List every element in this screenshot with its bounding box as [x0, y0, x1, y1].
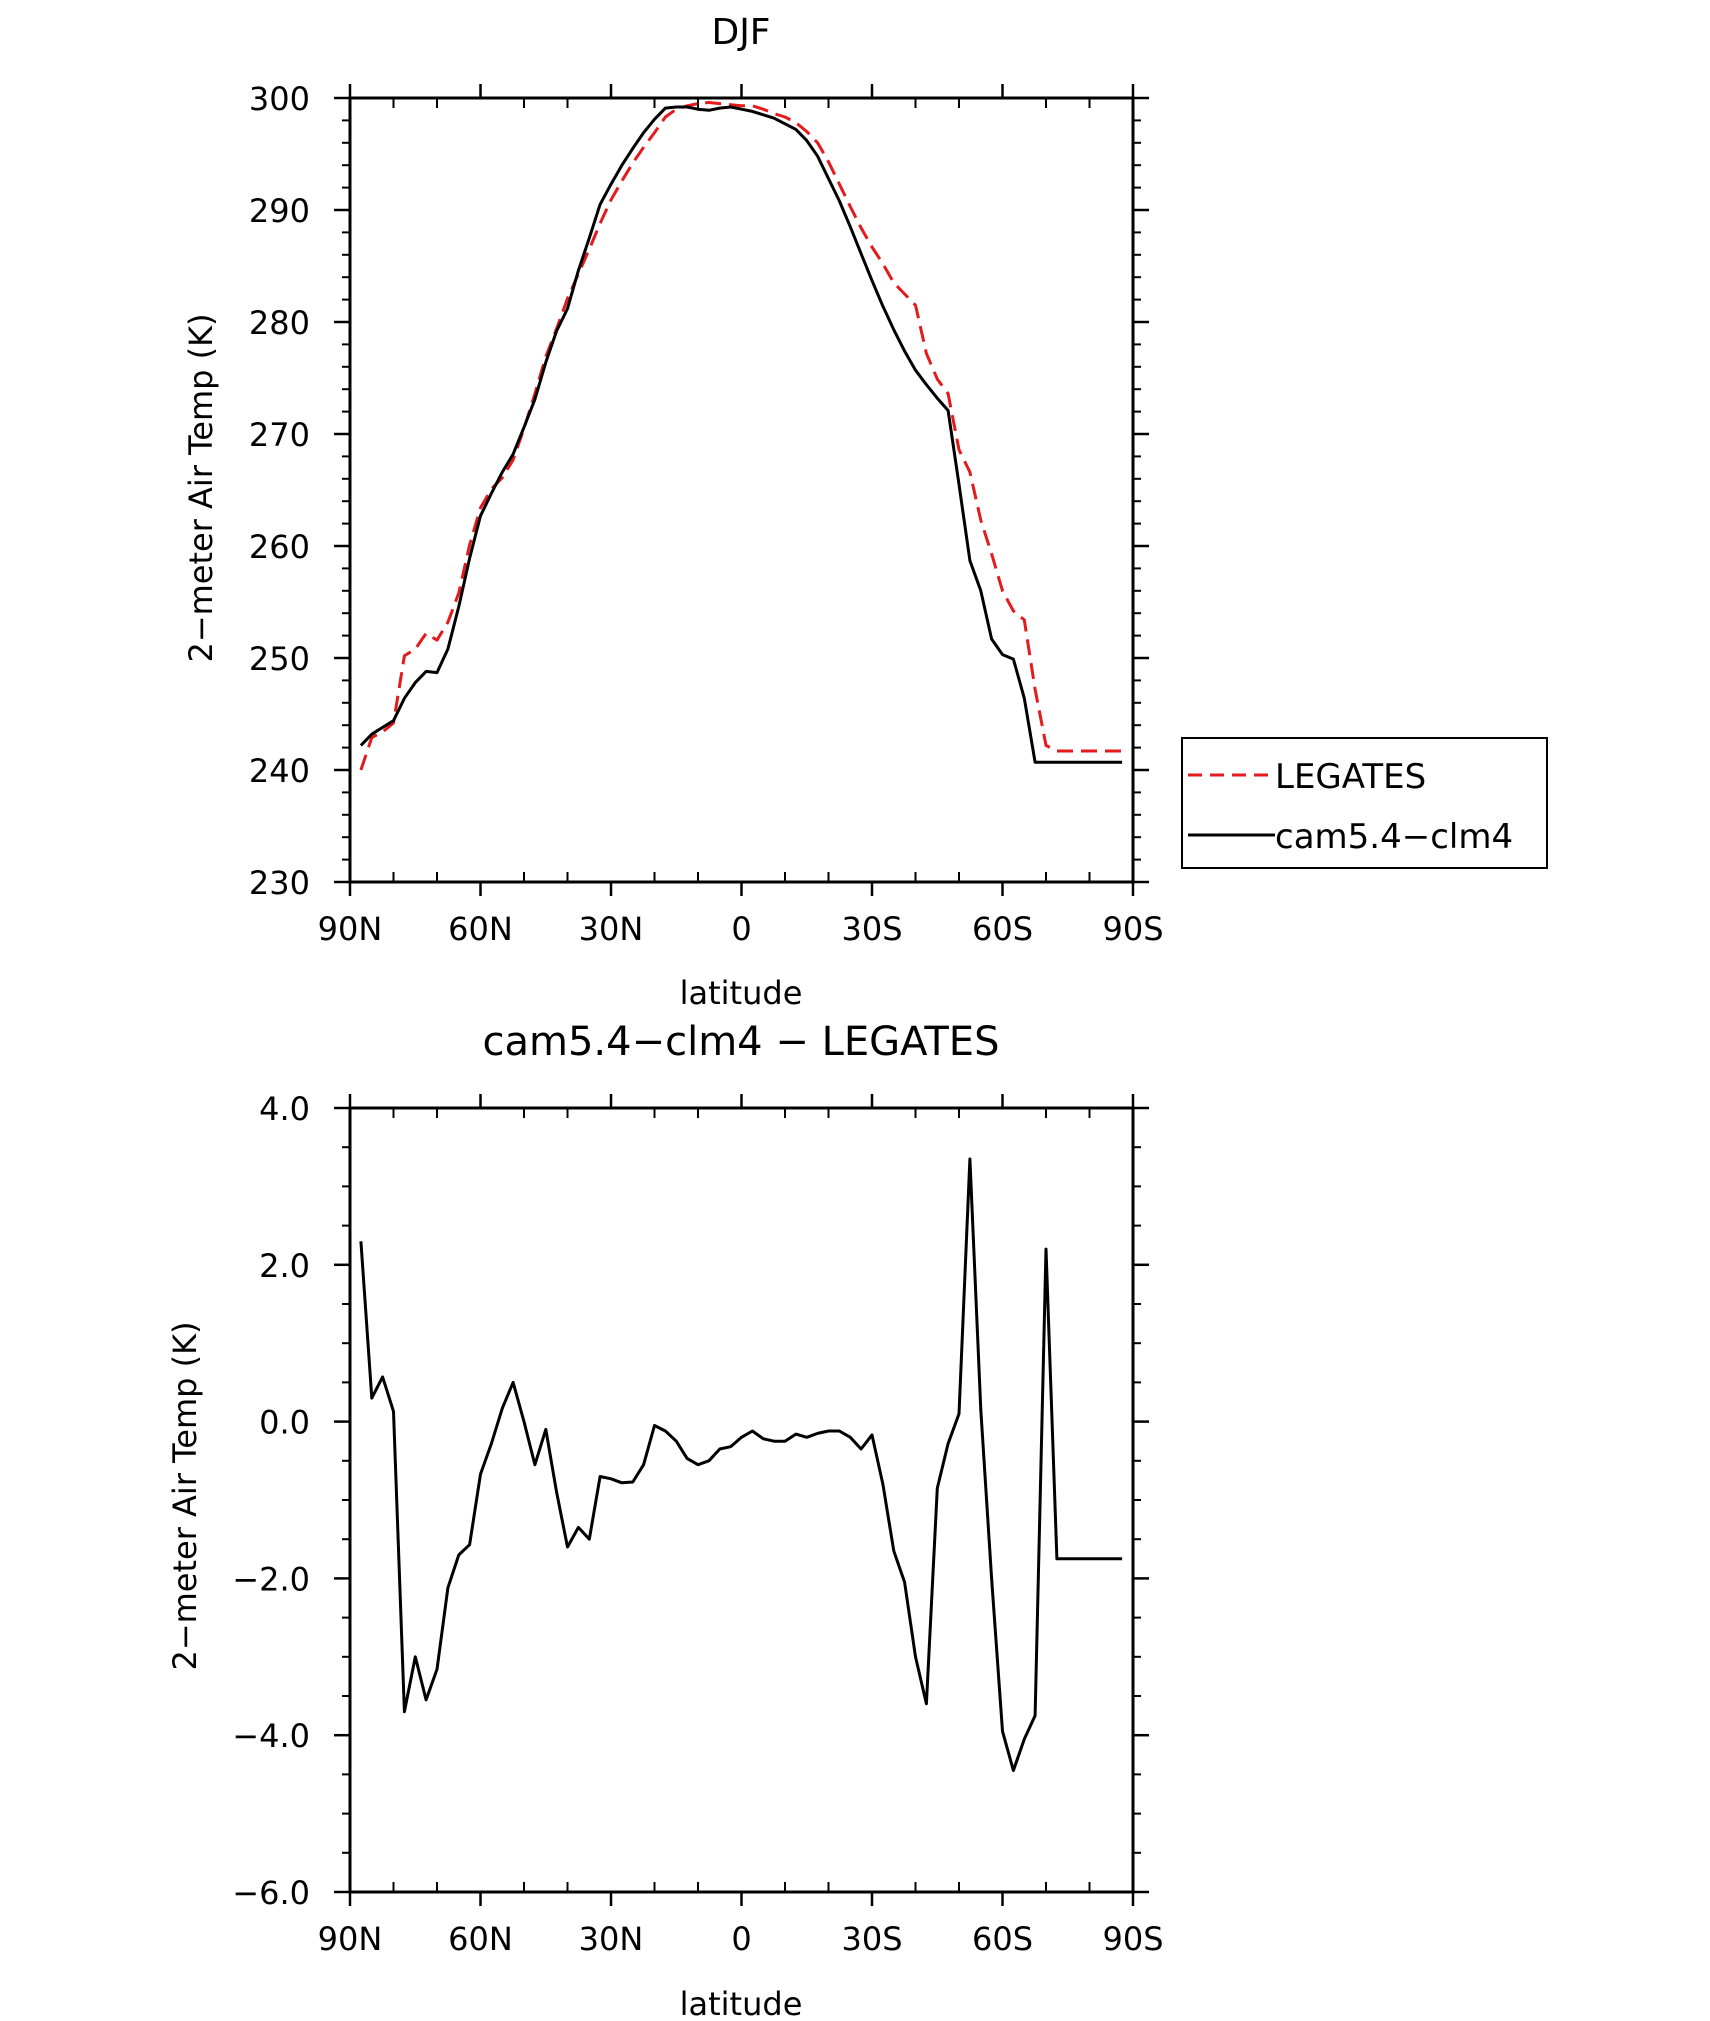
panel1-plot-area: 90N 60N 30N 0 30S 60S 90S 230 240 250 260 270 280 290… [249, 80, 1164, 948]
y-tick-label: −6.0 [232, 1874, 310, 1912]
x-tick-label: 90S [1102, 910, 1163, 948]
y-tick-label: 260 [249, 528, 310, 566]
y-tick-label: 2.0 [259, 1247, 310, 1285]
plot-frame [348, 1106, 1135, 1894]
x-tick-label: 30N [579, 910, 644, 948]
y-tick-label: 250 [249, 640, 310, 678]
x-tick-label: 30S [841, 910, 902, 948]
legend-label-cam: cam5.4−clm4 [1275, 817, 1513, 857]
legend-box [1181, 737, 1548, 869]
y-tick-label: 290 [249, 192, 310, 230]
plot-frame [348, 96, 1135, 884]
x-tick-label: 60S [972, 1920, 1033, 1958]
y-tick-label: 300 [249, 80, 310, 118]
difference-panel: cam5.4−clm4 − LEGATES 90N 60N 30N 0 30S 60S 90… [166, 1019, 1164, 2021]
panel2-title: cam5.4−clm4 − LEGATES [483, 1019, 1000, 1065]
y-tick-label: 4.0 [259, 1090, 310, 1128]
legend: LEGATES cam5.4−clm4 [1181, 737, 1548, 869]
panel2-plot-area: 90N 60N 30N 0 30S 60S 90S 4.0 2.0 0.0 −2.0 −4.0 −6.0 [232, 1090, 1163, 1958]
x-tick-label: 90N [318, 910, 383, 948]
x-tick-label: 60N [448, 1920, 513, 1958]
y-tick-label: 230 [249, 864, 310, 902]
panel1-title: DJF [711, 12, 770, 53]
y-tick-label: 0.0 [259, 1404, 310, 1442]
legend-label-legates: LEGATES [1275, 757, 1426, 797]
series-line-0 [359, 1157, 1123, 1772]
x-tick-label: 60S [972, 910, 1033, 948]
y-tick-label: 280 [249, 304, 310, 342]
panel2-ylabel: 2−meter Air Temp (K) [166, 1321, 204, 1670]
x-tick-label: 0 [731, 910, 751, 948]
y-tick-label: −4.0 [232, 1717, 310, 1755]
temperature-panel: DJF 90N 60N 30N 0 30S 60S 90S 230 240 250 260 270 28… [182, 12, 1548, 1012]
x-tick-label: 30N [579, 1920, 644, 1958]
panel2-xlabel: latitude [680, 1985, 803, 2021]
y-tick-label: 270 [249, 416, 310, 454]
panel1-xlabel: latitude [680, 974, 803, 1012]
y-tick-label: 240 [249, 752, 310, 790]
y-tick-label: −2.0 [232, 1560, 310, 1598]
x-tick-label: 30S [841, 1920, 902, 1958]
x-tick-label: 0 [731, 1920, 751, 1958]
panel1-ylabel: 2−meter Air Temp (K) [182, 313, 220, 662]
series-line-1 [359, 105, 1123, 764]
x-tick-label: 90N [318, 1920, 383, 1958]
x-tick-label: 60N [448, 910, 513, 948]
x-tick-label: 90S [1102, 1920, 1163, 1958]
series-line-0 [359, 101, 1123, 771]
